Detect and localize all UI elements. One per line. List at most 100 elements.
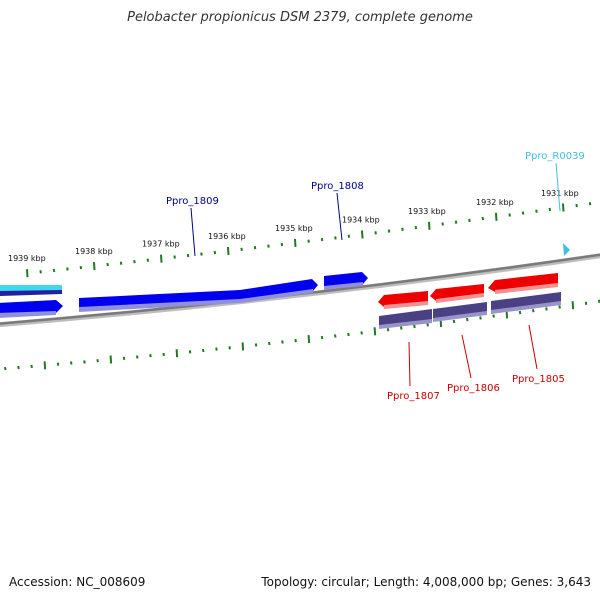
ruler-tick-label: 1937 kbp bbox=[142, 240, 180, 249]
gene-ppro-1809[interactable] bbox=[79, 279, 318, 309]
ruler-minor-tick bbox=[4, 366, 7, 371]
ruler-major-tick bbox=[175, 349, 179, 358]
ruler-minor-tick bbox=[374, 231, 377, 235]
ruler-minor-tick bbox=[202, 348, 205, 353]
ruler-minor-tick bbox=[280, 242, 284, 247]
ruler-minor-tick bbox=[267, 244, 270, 248]
ruler-tick-label: 1934 kbp bbox=[342, 216, 380, 225]
ruler-minor-tick bbox=[400, 326, 403, 330]
ruler-minor-tick bbox=[468, 218, 471, 223]
ruler-minor-tick bbox=[548, 207, 552, 212]
ruler-major-tick bbox=[26, 269, 29, 278]
label-ppro-1807[interactable]: Ppro_1807 bbox=[387, 391, 440, 402]
gene-ppro-1808-shade bbox=[324, 282, 363, 290]
ruler-major-tick bbox=[307, 335, 311, 344]
leader-ppro-1805 bbox=[528, 324, 538, 370]
ruler-minor-tick bbox=[213, 250, 217, 255]
gene-ppro-1805-shade bbox=[495, 283, 558, 294]
gene-ppro-1806-shade bbox=[436, 293, 484, 303]
ruler-major-tick bbox=[495, 212, 498, 221]
gene-ppro-1806[interactable] bbox=[430, 284, 484, 301]
ruler-minor-tick bbox=[66, 267, 69, 271]
ruler-minor-tick bbox=[119, 261, 123, 265]
ruler-major-tick bbox=[294, 238, 297, 247]
ruler-minor-tick bbox=[518, 310, 522, 315]
ruler-minor-tick bbox=[215, 347, 218, 351]
ruler-minor-tick bbox=[56, 362, 60, 366]
ruler-tick-label: 1935 kbp bbox=[275, 224, 313, 233]
ruler-minor-tick bbox=[320, 335, 324, 340]
ruler-minor-tick bbox=[320, 237, 324, 242]
ruler-minor-tick bbox=[70, 361, 73, 365]
ruler-minor-tick bbox=[106, 262, 109, 267]
ruler-minor-tick bbox=[253, 246, 257, 250]
ruler-major-tick bbox=[93, 262, 96, 271]
ruler-tick-label: 1939 kbp bbox=[8, 254, 46, 263]
ruler-minor-tick bbox=[347, 332, 350, 337]
ruler-tick-label: 1932 kbp bbox=[476, 198, 514, 207]
ruler-minor-tick bbox=[334, 236, 337, 240]
ruler-minor-tick bbox=[162, 352, 165, 357]
label-ppro-1805[interactable]: Ppro_1805 bbox=[512, 374, 565, 385]
ruler-tick-label: 1936 kbp bbox=[208, 232, 246, 241]
ruler-minor-tick bbox=[479, 316, 482, 320]
ruler-minor-tick bbox=[146, 258, 150, 262]
ruler-tick-label: 1931 kbp bbox=[541, 189, 579, 198]
leader-ppro-1807 bbox=[408, 341, 411, 387]
ruler-major-tick bbox=[373, 327, 377, 336]
ruler-minor-tick bbox=[454, 220, 458, 224]
leader-ppro-r0039 bbox=[555, 162, 561, 212]
cds-ppro-1806[interactable] bbox=[433, 302, 487, 320]
ruler-minor-tick bbox=[281, 340, 284, 344]
cds-ppro-1805-shade bbox=[491, 301, 561, 314]
ruler-major-tick bbox=[562, 203, 565, 212]
gene-ppro-1805[interactable] bbox=[488, 273, 558, 292]
ruler-minor-tick bbox=[30, 364, 33, 369]
genome-summary-text: Topology: circular; Length: 4,008,000 bp… bbox=[261, 575, 591, 589]
ruler-minor-tick bbox=[79, 265, 83, 270]
ruler-tick-label: 1933 kbp bbox=[408, 207, 446, 216]
rna-marker-ppro-r0039[interactable] bbox=[563, 243, 570, 256]
ruler-minor-tick bbox=[414, 225, 418, 230]
label-ppro-r0039[interactable]: Ppro_R0039 bbox=[525, 151, 585, 162]
ruler-minor-tick bbox=[387, 229, 391, 233]
ruler-minor-tick bbox=[228, 346, 231, 350]
cds-ppro-1806-shade bbox=[433, 311, 487, 322]
ruler-minor-tick bbox=[268, 341, 271, 346]
label-ppro-1806[interactable]: Ppro_1806 bbox=[447, 383, 500, 394]
leader-ppro-1809 bbox=[190, 207, 196, 257]
ruler-minor-tick bbox=[136, 355, 139, 359]
label-ppro-1808[interactable]: Ppro_1808 bbox=[311, 181, 364, 192]
label-ppro-1809[interactable]: Ppro_1809 bbox=[166, 196, 219, 207]
ruler-minor-tick bbox=[532, 309, 535, 313]
ruler-minor-tick bbox=[17, 365, 20, 370]
ruler-minor-tick bbox=[492, 314, 495, 318]
ruler-ticks-upper bbox=[26, 202, 592, 278]
rna-gene-left-shade bbox=[0, 290, 62, 296]
ruler-minor-tick bbox=[401, 227, 404, 231]
ruler-minor-tick bbox=[508, 213, 511, 217]
cds-ppro-1807-shade bbox=[379, 319, 432, 329]
ruler-minor-tick bbox=[535, 209, 538, 213]
ruler-minor-tick bbox=[186, 253, 190, 258]
ruler-minor-tick bbox=[149, 354, 152, 358]
gene-ppro-1809-shade bbox=[79, 289, 313, 312]
ruler-tick-label: 1938 kbp bbox=[75, 247, 113, 256]
ruler-minor-tick bbox=[83, 360, 86, 364]
ruler-minor-tick bbox=[334, 334, 337, 338]
ruler-minor-tick bbox=[558, 305, 561, 309]
ruler-minor-tick bbox=[481, 216, 485, 221]
ruler-minor-tick bbox=[598, 299, 600, 303]
ruler-minor-tick bbox=[360, 331, 363, 335]
ruler-major-tick bbox=[227, 246, 230, 255]
forward-gene-left-shade bbox=[0, 311, 56, 318]
ruler-major-tick bbox=[428, 221, 431, 230]
ruler-minor-tick bbox=[240, 247, 243, 251]
ruler-minor-tick bbox=[386, 328, 390, 332]
cds-ppro-1805[interactable] bbox=[491, 292, 561, 312]
ruler-minor-tick bbox=[426, 323, 429, 327]
ruler-minor-tick bbox=[466, 317, 469, 322]
ruler-major-tick bbox=[160, 254, 163, 263]
